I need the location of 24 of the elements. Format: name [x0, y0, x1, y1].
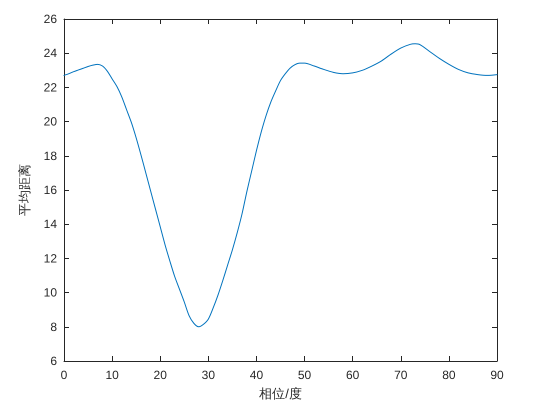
x-tick-label: 0 [60, 368, 68, 382]
x-tick-label: 80 [442, 368, 456, 382]
y-tick-label: 20 [44, 114, 58, 129]
y-axis-title: 平均距离 [17, 164, 32, 216]
x-tick-label: 30 [202, 368, 216, 382]
y-tick-label: 24 [44, 46, 58, 60]
y-tick-label: 12 [44, 251, 58, 266]
y-tick-label: 22 [44, 80, 58, 94]
x-tick-label: 70 [394, 368, 408, 382]
x-tick-label: 90 [490, 368, 504, 382]
y-tick-label: 18 [44, 148, 58, 163]
x-tick-label: 10 [105, 368, 120, 382]
y-tick-label: 10 [44, 286, 58, 300]
y-tick-label: 26 [44, 12, 58, 26]
line-series [64, 43, 498, 328]
y-tick-label: 14 [44, 217, 58, 232]
x-tick-label: 60 [346, 368, 360, 382]
x-tick-label: 40 [250, 368, 264, 382]
y-tick-label: 8 [50, 320, 58, 334]
x-tick-label: 20 [154, 368, 168, 382]
x-axis-title: 相位/度 [259, 386, 302, 401]
x-tick-label: 50 [298, 368, 312, 382]
y-tick-label: 16 [44, 183, 58, 197]
y-tick-label: 6 [50, 354, 58, 368]
